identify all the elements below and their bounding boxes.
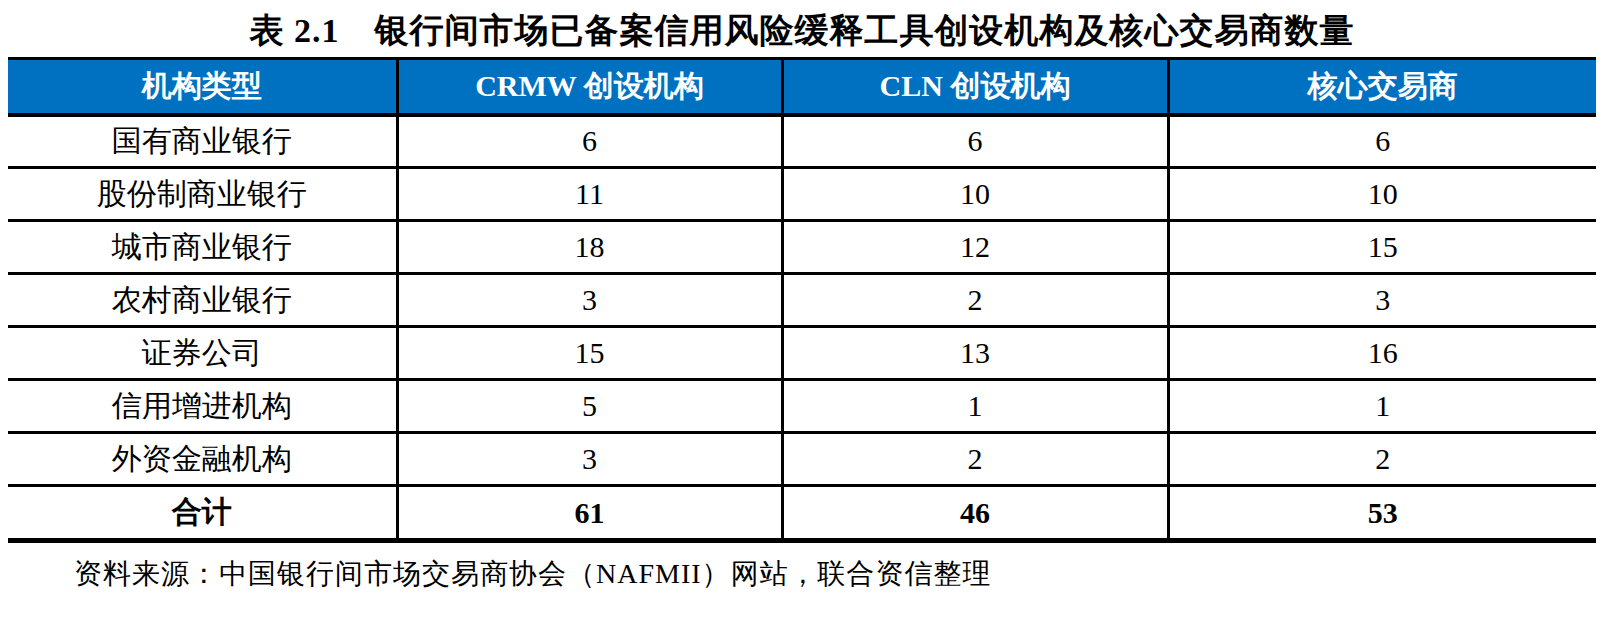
cell-core-dealer-count: 6: [1168, 115, 1596, 168]
total-row: 合计 61 46 53: [8, 486, 1596, 541]
cell-cln-count: 1: [782, 380, 1168, 433]
cell-core-dealer-count: 1: [1168, 380, 1596, 433]
column-header-cln-creators: CLN 创设机构: [782, 59, 1168, 115]
cell-crmw-count: 6: [397, 115, 782, 168]
table-row: 农村商业银行 3 2 3: [8, 274, 1596, 327]
cell-core-dealer-count: 3: [1168, 274, 1596, 327]
cell-institution-type: 外资金融机构: [8, 433, 397, 486]
cell-institution-type: 城市商业银行: [8, 221, 397, 274]
cell-crmw-count: 15: [397, 327, 782, 380]
cell-core-dealer-count: 15: [1168, 221, 1596, 274]
header-row: 机构类型 CRMW 创设机构 CLN 创设机构 核心交易商: [8, 59, 1596, 115]
cell-cln-count: 13: [782, 327, 1168, 380]
table-row: 证券公司 15 13 16: [8, 327, 1596, 380]
table-title: 表 2.1 银行间市场已备案信用风险缓释工具创设机构及核心交易商数量: [0, 0, 1604, 57]
cell-crmw-count: 3: [397, 274, 782, 327]
cell-core-dealer-count: 2: [1168, 433, 1596, 486]
cell-total-cln: 46: [782, 486, 1168, 541]
cell-institution-type: 股份制商业银行: [8, 168, 397, 221]
cell-core-dealer-count: 10: [1168, 168, 1596, 221]
cell-core-dealer-count: 16: [1168, 327, 1596, 380]
column-header-institution-type: 机构类型: [8, 59, 397, 115]
cell-crmw-count: 11: [397, 168, 782, 221]
source-note: 资料来源：中国银行间市场交易商协会（NAFMII）网站，联合资信整理: [0, 543, 1604, 593]
cell-total-label: 合计: [8, 486, 397, 541]
cell-total-crmw: 61: [397, 486, 782, 541]
cell-cln-count: 2: [782, 274, 1168, 327]
cell-crmw-count: 18: [397, 221, 782, 274]
table-row: 信用增进机构 5 1 1: [8, 380, 1596, 433]
institutions-table: 机构类型 CRMW 创设机构 CLN 创设机构 核心交易商 国有商业银行 6 6…: [8, 57, 1596, 543]
table-row: 国有商业银行 6 6 6: [8, 115, 1596, 168]
cell-total-core-dealer: 53: [1168, 486, 1596, 541]
cell-cln-count: 12: [782, 221, 1168, 274]
table-row: 外资金融机构 3 2 2: [8, 433, 1596, 486]
cell-institution-type: 国有商业银行: [8, 115, 397, 168]
cell-cln-count: 10: [782, 168, 1168, 221]
cell-institution-type: 证券公司: [8, 327, 397, 380]
cell-crmw-count: 3: [397, 433, 782, 486]
cell-cln-count: 2: [782, 433, 1168, 486]
column-header-core-dealers: 核心交易商: [1168, 59, 1596, 115]
cell-cln-count: 6: [782, 115, 1168, 168]
table-row: 股份制商业银行 11 10 10: [8, 168, 1596, 221]
column-header-crmw-creators: CRMW 创设机构: [397, 59, 782, 115]
cell-institution-type: 信用增进机构: [8, 380, 397, 433]
cell-institution-type: 农村商业银行: [8, 274, 397, 327]
table-row: 城市商业银行 18 12 15: [8, 221, 1596, 274]
cell-crmw-count: 5: [397, 380, 782, 433]
